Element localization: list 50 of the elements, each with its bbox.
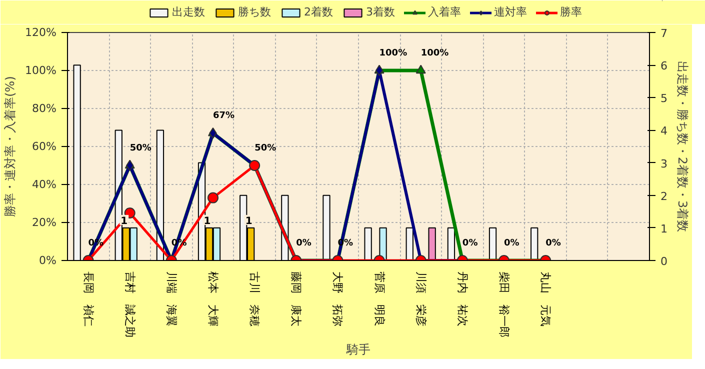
data-label: 1 bbox=[245, 216, 252, 227]
data-label: 0% bbox=[296, 238, 312, 248]
y2-tick-label: 0 bbox=[660, 255, 668, 268]
y-tick-label: 120% bbox=[25, 26, 57, 39]
x-tick-label: 古川 奈穂 bbox=[248, 272, 262, 326]
legend-label: 出走数 bbox=[172, 4, 205, 20]
y-tick-label: 100% bbox=[25, 64, 57, 77]
data-label: 1 bbox=[120, 216, 128, 227]
y2-tick-label: 5 bbox=[660, 92, 668, 106]
y-tick-label: 0% bbox=[39, 254, 56, 267]
y2-tick-label: 1 bbox=[660, 222, 668, 236]
data-label: 0% bbox=[504, 238, 520, 248]
y-tick-label: 80% bbox=[32, 102, 57, 115]
data-label: 1 bbox=[204, 216, 211, 227]
y2-tick-label: 3 bbox=[660, 157, 668, 170]
data-label: 50% bbox=[254, 144, 276, 154]
legend-label: 3着数 bbox=[366, 4, 395, 20]
x-tick-label: 吉村 誠之助 bbox=[123, 272, 136, 338]
y2-axis-title: 出走数・勝ち数・2着数・3着数 bbox=[676, 60, 690, 232]
x-tick-label: 藤岡 康太 bbox=[290, 272, 303, 326]
x-axis-title: 騎手 bbox=[346, 342, 370, 356]
data-label: 0% bbox=[546, 238, 561, 248]
x-tick-label: 丹内 祐次 bbox=[456, 272, 469, 326]
y2-tick-label: 6 bbox=[660, 60, 668, 73]
data-label: 67% bbox=[213, 111, 235, 122]
y-tick-label: 40% bbox=[32, 178, 57, 191]
legend-label: 2着数 bbox=[304, 4, 333, 20]
legend-label: 連対率 bbox=[494, 4, 527, 20]
x-tick-label: 川端 海翼 bbox=[164, 272, 178, 326]
y-tick-label: 60% bbox=[32, 140, 57, 153]
data-label: 100% bbox=[379, 48, 408, 58]
data-label: 50% bbox=[130, 144, 152, 154]
x-tick-label: 大野 拓弥 bbox=[331, 272, 344, 326]
y2-tick-label: 2 bbox=[660, 190, 668, 203]
data-label: 0% bbox=[462, 238, 478, 248]
x-tick-label: 丸山 元気 bbox=[539, 272, 552, 326]
y2-tick-label: 4 bbox=[660, 124, 668, 138]
x-tick-label: 柴田 裕一郎 bbox=[498, 272, 510, 338]
y-axis-title: 勝率・連対率・入着率(%) bbox=[3, 76, 18, 217]
x-tick-label: 菅原 明良 bbox=[372, 272, 386, 326]
x-tick-label: 長岡 禎仁 bbox=[82, 272, 95, 326]
y2-tick-label: 7 bbox=[660, 27, 668, 40]
legend-label: 勝率 bbox=[560, 4, 582, 20]
legend-label: 勝ち数 bbox=[238, 4, 271, 20]
y-tick-label: 20% bbox=[32, 216, 57, 229]
x-tick-label: 川須 栄彦 bbox=[414, 272, 428, 326]
data-label: 100% bbox=[420, 48, 449, 58]
x-tick-label: 松本 大輝 bbox=[206, 272, 220, 326]
point bbox=[416, 64, 426, 74]
legend-label: 入着率 bbox=[428, 4, 461, 20]
